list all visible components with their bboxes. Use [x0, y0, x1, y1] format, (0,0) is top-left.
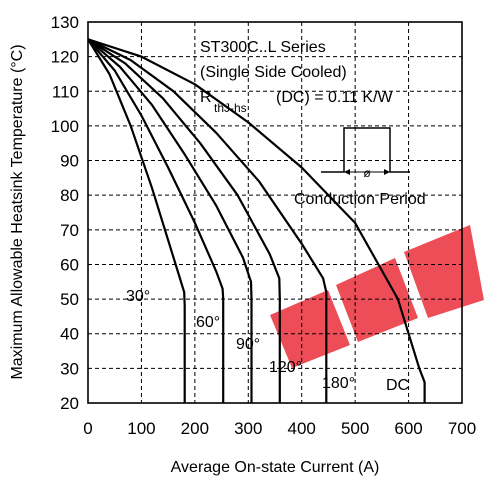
series-label-30: 30°	[126, 288, 150, 305]
series-labels: 30° 60° 90° 120° 180° DC	[126, 288, 409, 394]
series-label-120: 120°	[269, 359, 302, 376]
y-tick-label: 50	[60, 290, 79, 309]
annotation-rth-value: (DC) = 0.11 K/W	[276, 89, 394, 106]
y-tick-label: 60	[60, 255, 79, 274]
x-tick-label: 500	[341, 419, 369, 438]
phi-symbol: ø	[363, 166, 371, 180]
y-tick-label: 70	[60, 221, 79, 240]
x-tick-label: 600	[394, 419, 422, 438]
conduction-period-diagram: ø	[321, 127, 410, 180]
grid	[88, 22, 462, 403]
series-line-60	[87, 38, 225, 403]
x-tick-label: 100	[127, 419, 155, 438]
series-label-dc: DC	[386, 377, 409, 394]
x-tick-label: 400	[288, 419, 316, 438]
y-tick-label: 30	[60, 359, 79, 378]
y-tick-label: 100	[51, 117, 79, 136]
y-tick-labels: 130 120 110 100 90 80 70 60 50 40 30 20	[51, 13, 79, 413]
annotation-conduction-period: Conduction Period	[294, 191, 426, 208]
y-tick-label: 110	[52, 82, 79, 101]
series-line-90	[87, 38, 253, 403]
series-line-180	[87, 38, 328, 403]
annotation-series-name: ST300C..L Series	[200, 39, 326, 56]
annotation-rth-subscript: thJ-hs	[214, 101, 247, 115]
x-tick-label: 300	[234, 419, 262, 438]
y-axis-title: Maximum Allowable Heatsink Temperature (…	[9, 44, 26, 379]
series-line-120	[87, 38, 281, 403]
series-label-60: 60°	[196, 314, 220, 331]
annotation-cooling: (Single Side Cooled)	[200, 64, 347, 81]
plot-frame	[87, 21, 463, 404]
y-tick-label: 90	[60, 152, 79, 171]
x-tick-labels: 0 100 200 300 400 500 600 700	[83, 419, 476, 438]
x-tick-label: 700	[448, 419, 476, 438]
x-tick-label: 200	[181, 419, 209, 438]
x-tick-label: 0	[83, 419, 92, 438]
annotation-rth-symbol: R	[200, 89, 212, 106]
y-tick-label: 40	[60, 325, 79, 344]
series-line-dc	[87, 38, 426, 403]
series-curves	[87, 38, 426, 403]
series-line-30	[87, 38, 186, 403]
series-label-180: 180°	[322, 375, 355, 392]
x-axis-title: Average On-state Current (A)	[171, 459, 380, 476]
y-tick-label: 130	[51, 13, 79, 32]
watermark-logo	[270, 225, 484, 368]
y-tick-label: 80	[60, 186, 79, 205]
series-label-90: 90°	[236, 336, 260, 353]
y-tick-label: 20	[60, 394, 79, 413]
y-tick-label: 120	[51, 48, 79, 67]
